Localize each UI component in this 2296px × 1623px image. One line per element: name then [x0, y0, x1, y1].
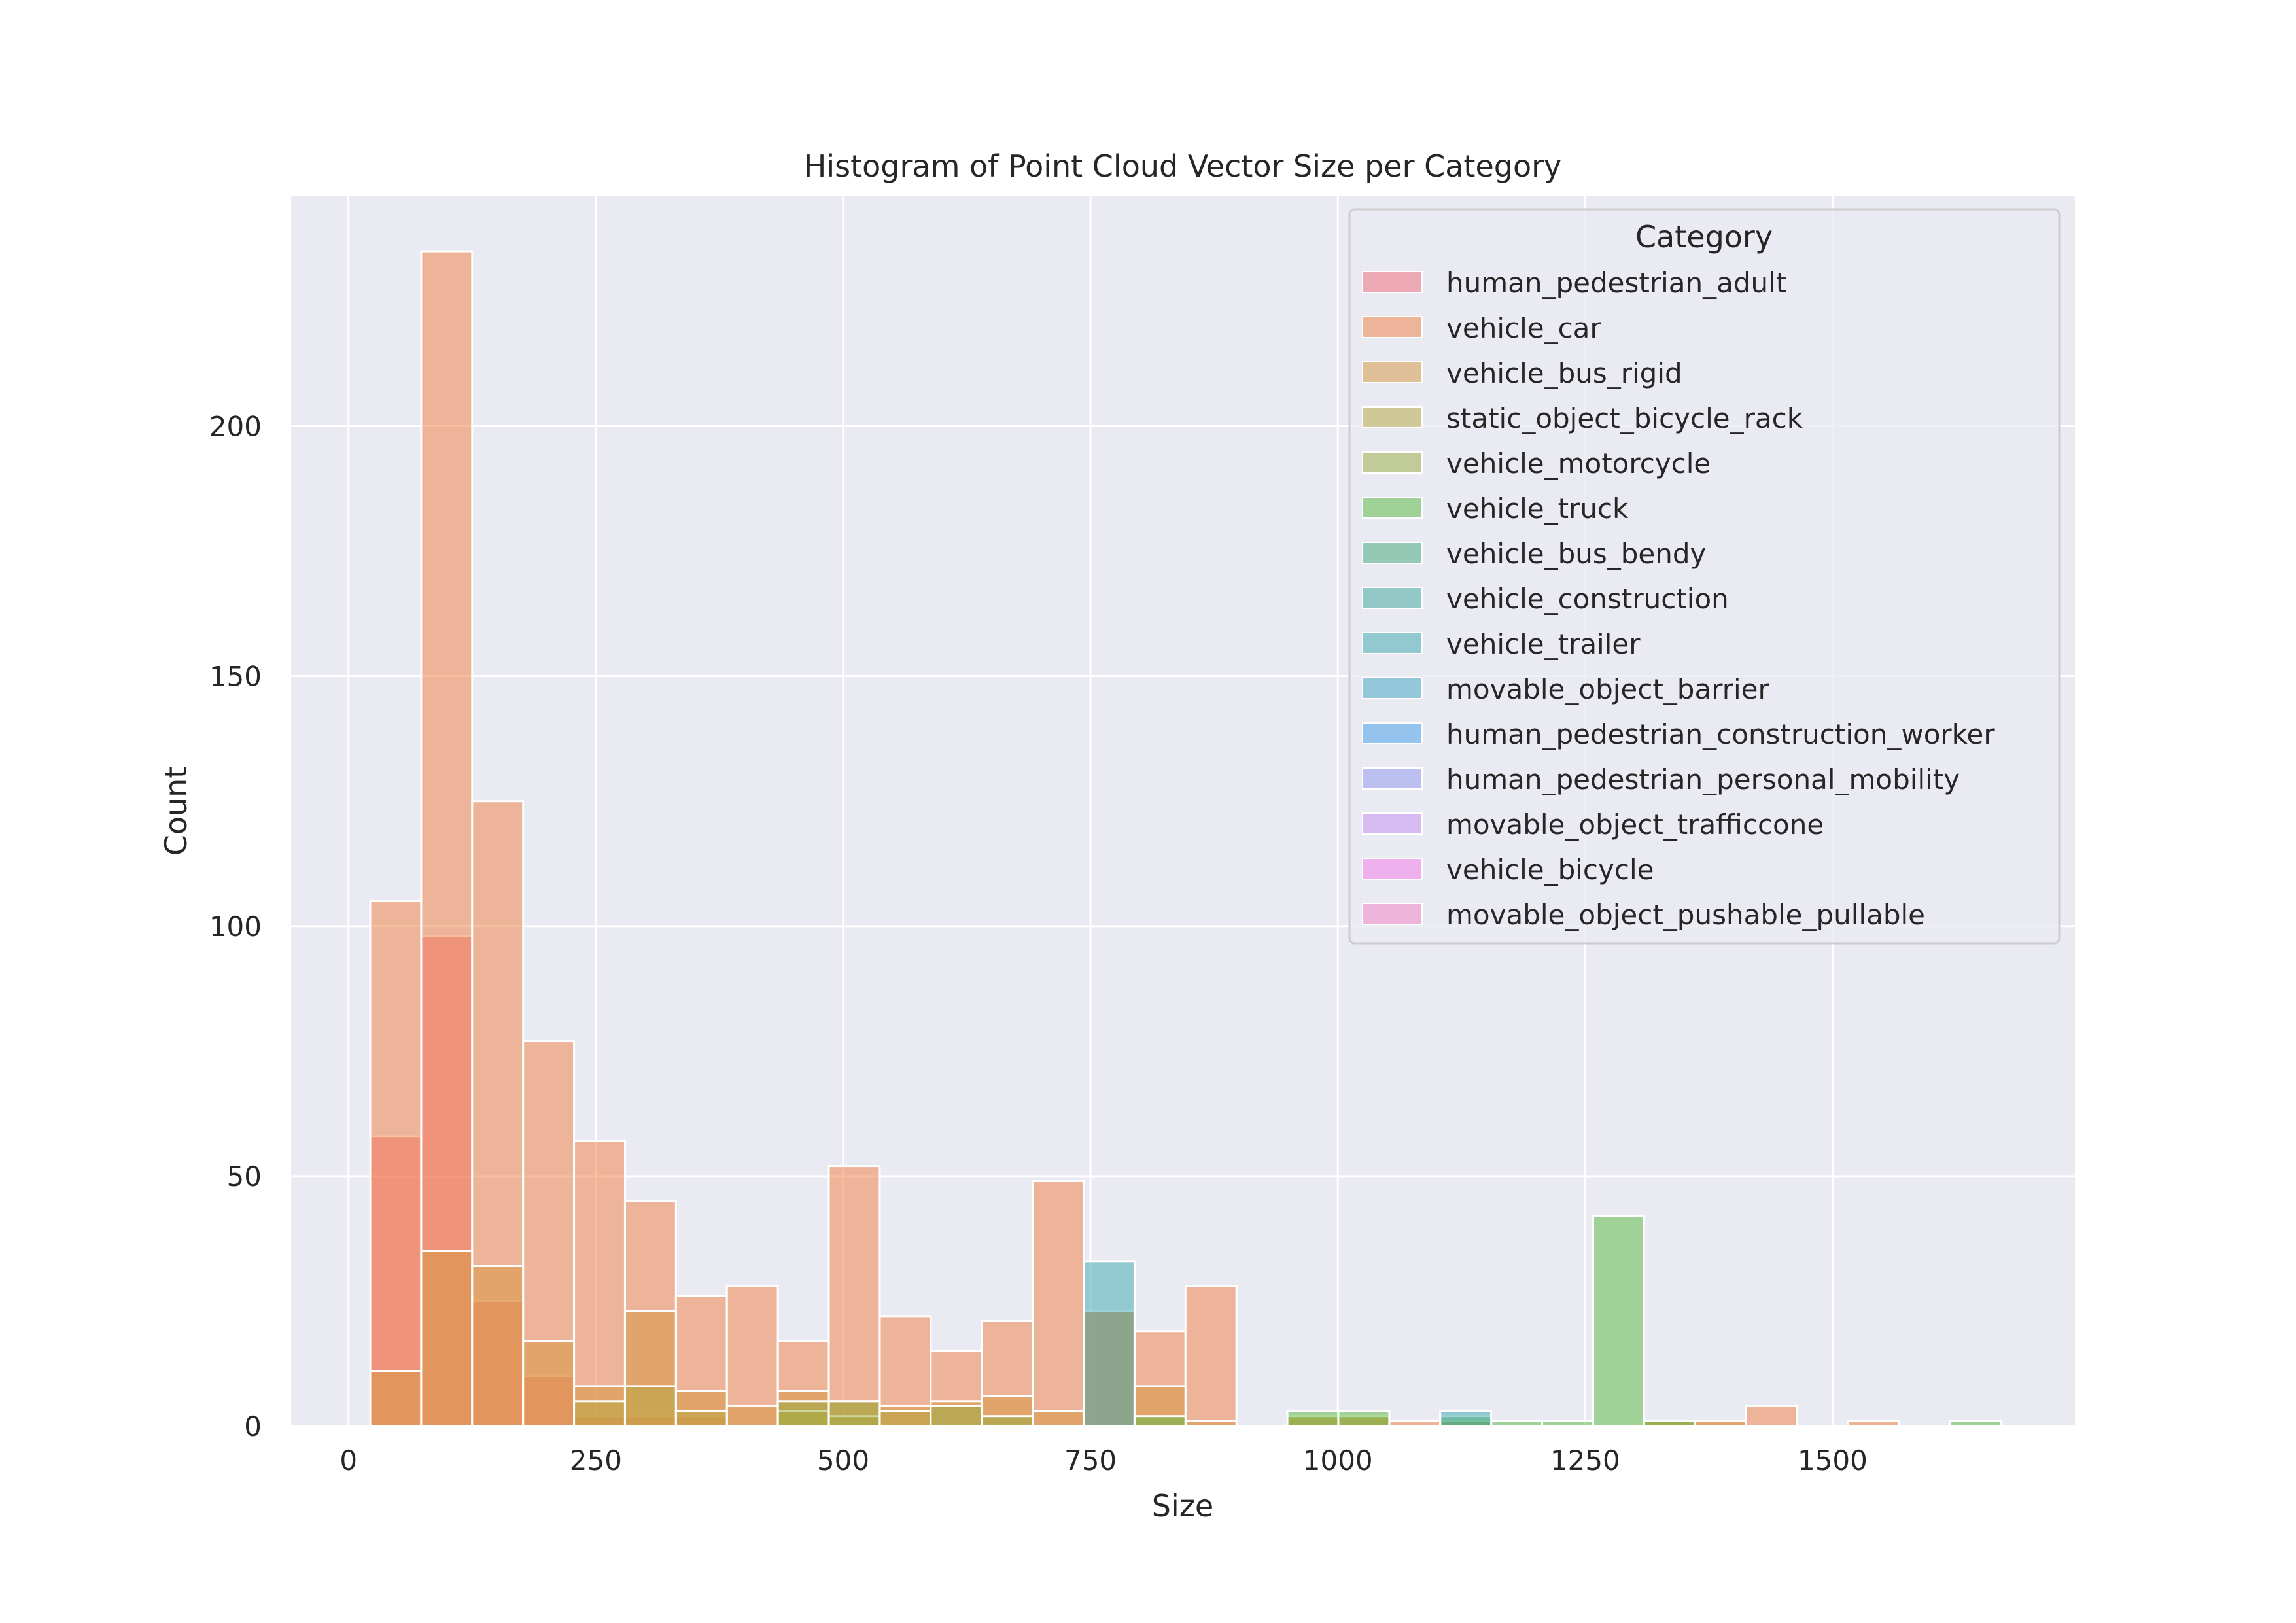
legend-label: vehicle_bicycle: [1446, 854, 1654, 886]
y-axis-label: Count: [158, 767, 194, 856]
legend-label: vehicle_truck: [1446, 493, 1629, 525]
legend-swatch: [1362, 722, 1423, 744]
bar-vehicle_motorcycle: [981, 1415, 1034, 1427]
bar-static_object_bicycle_rack: [674, 1410, 728, 1427]
y-axis: 0 50 100 150 200: [209, 411, 262, 1442]
y-tick-label: 200: [209, 411, 262, 443]
bar-vehicle_truck: [1541, 1420, 1594, 1427]
bar-vehicle_bus_rigid: [725, 1405, 779, 1427]
legend-label: vehicle_car: [1446, 312, 1601, 344]
x-tick-label: 0: [339, 1444, 357, 1476]
legend-swatch: [1362, 903, 1423, 925]
y-tick-label: 150: [209, 661, 262, 693]
legend-swatch: [1362, 361, 1423, 383]
bar-vehicle_trailer: [1082, 1260, 1136, 1427]
bar-static_object_bicycle_rack: [623, 1385, 677, 1427]
legend-label: human_pedestrian_adult: [1446, 267, 1786, 299]
bar-vehicle_motorcycle: [776, 1400, 830, 1427]
bar-vehicle_car: [1032, 1180, 1085, 1427]
legend-swatch: [1362, 542, 1423, 564]
legend-label: human_pedestrian_construction_worker: [1446, 718, 1995, 750]
bar-vehicle_car: [420, 250, 474, 1427]
bar-vehicle_bus_rigid: [1184, 1420, 1238, 1427]
legend-swatch: [1362, 677, 1423, 699]
legend-swatch: [1362, 316, 1423, 338]
chart-title: Histogram of Point Cloud Vector Size per…: [804, 148, 1561, 184]
bar-vehicle_motorcycle: [930, 1405, 983, 1427]
bar-static_object_bicycle_rack: [573, 1400, 626, 1427]
x-tick-label: 1000: [1303, 1444, 1373, 1476]
bar-vehicle_truck: [1592, 1215, 1645, 1427]
bar-vehicle_car: [1745, 1405, 1798, 1427]
y-tick-label: 100: [209, 911, 262, 943]
legend: Category human_pedestrian_adult vehicle_c…: [1348, 208, 2061, 945]
bar-vehicle_motorcycle: [827, 1400, 881, 1427]
legend-label: static_object_bicycle_rack: [1446, 402, 1803, 434]
legend-label: movable_object_pushable_pullable: [1446, 899, 1925, 931]
histogram-bars: [369, 250, 2002, 1427]
bar-vehicle_car: [827, 1165, 881, 1427]
bar-static_object_bicycle_rack: [878, 1410, 932, 1427]
x-tick-label: 500: [817, 1444, 869, 1476]
legend-items: human_pedestrian_adult vehicle_carvehicle…: [1362, 267, 1995, 931]
x-tick-label: 250: [570, 1444, 622, 1476]
legend-label: vehicle_motorcycle: [1446, 447, 1711, 480]
legend-swatch: [1362, 406, 1423, 428]
x-tick-label: 1500: [1798, 1444, 1868, 1476]
legend-swatch: [1362, 767, 1423, 790]
bar-vehicle_truck: [1949, 1420, 2002, 1427]
legend-swatch: [1362, 632, 1423, 654]
legend-label: vehicle_bus_bendy: [1446, 538, 1706, 570]
y-tick-label: 0: [244, 1410, 262, 1442]
legend-box: [1348, 208, 2061, 945]
legend-swatch: [1362, 858, 1423, 880]
legend-swatch: [1362, 812, 1423, 835]
bar-vehicle_car: [573, 1140, 626, 1427]
bar-vehicle_bus_rigid: [522, 1340, 576, 1427]
legend-swatch: [1362, 587, 1423, 609]
y-tick-label: 50: [227, 1161, 262, 1193]
x-axis-label: Size: [1152, 1488, 1213, 1524]
bar-vehicle_truck: [1337, 1410, 1391, 1427]
bar-vehicle_bus_rigid: [420, 1250, 474, 1427]
bar-vehicle_bus_rigid: [1694, 1420, 1747, 1427]
legend-label: vehicle_construction: [1446, 583, 1729, 615]
bar-vehicle_car: [1184, 1285, 1238, 1427]
x-tick-label: 750: [1064, 1444, 1117, 1476]
bar-vehicle_truck: [1490, 1420, 1544, 1427]
bar-vehicle_car: [1847, 1420, 1900, 1427]
legend-swatch: [1362, 497, 1423, 519]
legend-title: Category: [1635, 219, 1773, 254]
bar-vehicle_truck: [1286, 1410, 1340, 1427]
bar-vehicle_car: [1388, 1420, 1442, 1427]
bar-vehicle_car: [369, 900, 423, 1427]
legend-label: movable_object_trafficcone: [1446, 809, 1824, 841]
x-tick-label: 1250: [1550, 1444, 1620, 1476]
legend-label: movable_object_barrier: [1446, 673, 1769, 705]
bar-vehicle_bus_rigid: [1032, 1410, 1085, 1427]
legend-label: vehicle_trailer: [1446, 628, 1641, 660]
bar-vehicle_truck: [1133, 1415, 1187, 1427]
bar-vehicle_bus_rigid: [369, 1370, 423, 1427]
legend-label: vehicle_bus_rigid: [1446, 357, 1682, 389]
bar-vehicle_trailer: [1439, 1410, 1493, 1427]
x-axis: 0 250 500 750 1000 1250 1500: [339, 1444, 1868, 1476]
bar-vehicle_truck: [1643, 1420, 1696, 1427]
bar-vehicle_bus_rigid: [471, 1265, 525, 1427]
legend-swatch: [1362, 271, 1423, 293]
bar-vehicle_car: [725, 1285, 779, 1427]
legend-label: human_pedestrian_personal_mobility: [1446, 763, 1960, 795]
legend-swatch: [1362, 451, 1423, 474]
